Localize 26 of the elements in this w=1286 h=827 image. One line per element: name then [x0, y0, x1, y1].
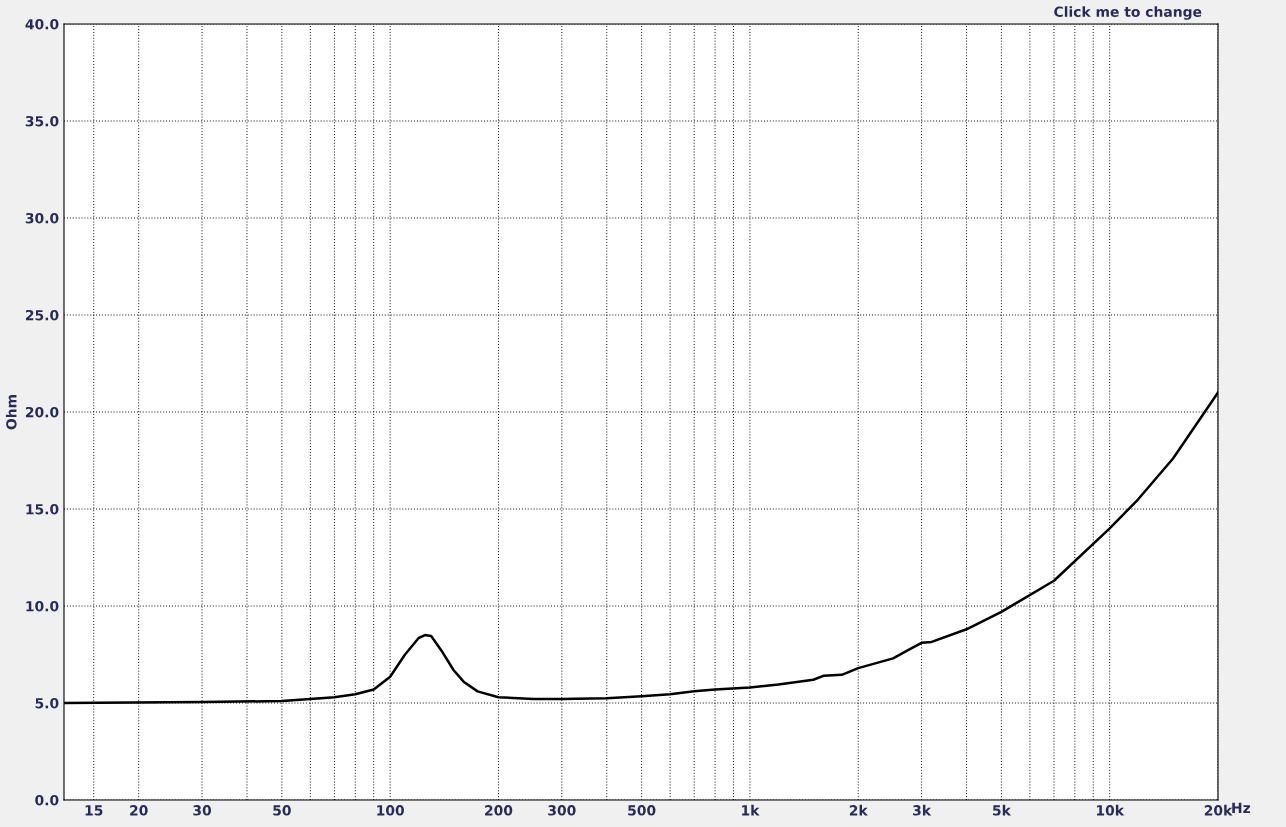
x-tick-label: 2k: [849, 804, 868, 816]
text: Click me to change: [1054, 6, 1202, 20]
y-tick-label: 30.0: [25, 212, 59, 224]
y-tick-label: 0.0: [35, 794, 59, 806]
x-tick-label: 50: [273, 805, 291, 816]
x-tick-label: 10k: [1096, 804, 1125, 816]
y-axis-title: Ohm: [5, 395, 17, 430]
x-tick-label: 3k: [913, 804, 932, 816]
x-tick-label: 1k: [742, 804, 760, 816]
x-axis-title: Hz: [1232, 802, 1251, 813]
y-tick-label: 35.0: [25, 115, 59, 127]
x-tick-label: 100: [377, 805, 404, 816]
y-tick-label: 25.0: [25, 309, 59, 321]
x-tick-label: 30: [193, 805, 212, 816]
y-tick-label: 5.0: [35, 697, 59, 709]
x-tick-label: 5k: [993, 804, 1012, 816]
x-tick-label: 20: [130, 805, 148, 816]
x-tick-label: 200: [485, 805, 513, 816]
x-tick-label: 300: [548, 805, 576, 816]
x-tick-label: 15: [85, 805, 103, 816]
y-tick-label: 20.0: [25, 406, 59, 418]
x-tick-label: 20k: [1204, 804, 1233, 816]
y-tick-label: 15.0: [26, 503, 59, 515]
x-tick-label: 500: [628, 805, 656, 816]
y-tick-label: 40.0: [25, 18, 59, 30]
y-tick-label: 10.0: [26, 600, 59, 612]
